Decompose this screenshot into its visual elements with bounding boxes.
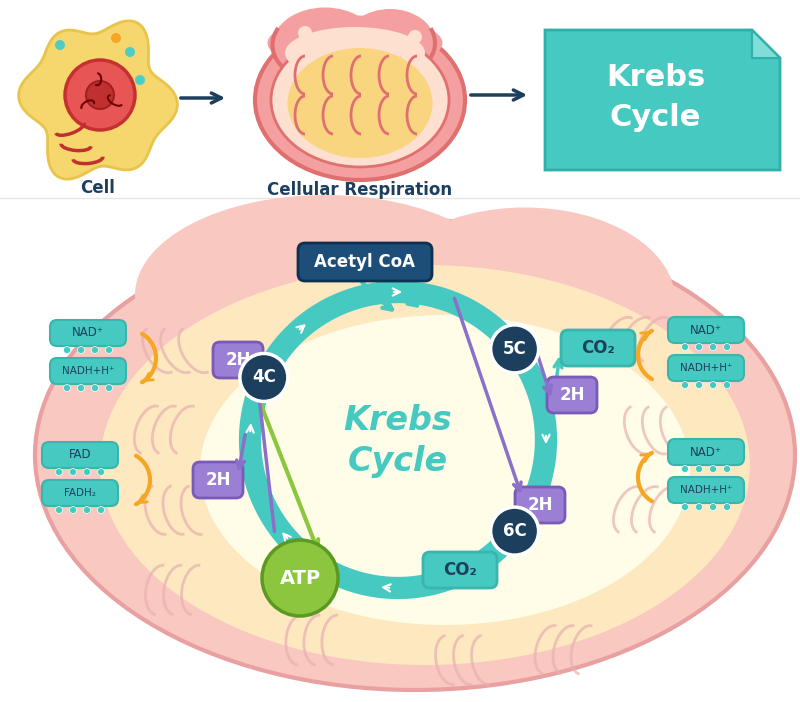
Circle shape (490, 507, 538, 555)
Text: ATP: ATP (279, 569, 321, 588)
Circle shape (106, 347, 113, 354)
Circle shape (55, 468, 62, 475)
Circle shape (65, 60, 135, 130)
Ellipse shape (35, 220, 795, 690)
Circle shape (723, 465, 730, 472)
Circle shape (98, 507, 105, 513)
Circle shape (723, 503, 730, 510)
Circle shape (83, 468, 90, 475)
Circle shape (710, 503, 717, 510)
Text: CO₂: CO₂ (443, 561, 477, 579)
Circle shape (78, 385, 85, 392)
Circle shape (70, 468, 77, 475)
Text: 5C: 5C (502, 340, 526, 358)
Text: NAD⁺: NAD⁺ (72, 326, 104, 340)
Text: NADH+H⁺: NADH+H⁺ (680, 363, 732, 373)
Ellipse shape (135, 195, 515, 395)
Circle shape (695, 343, 702, 350)
Circle shape (86, 81, 114, 109)
Polygon shape (18, 21, 178, 179)
Text: 6C: 6C (502, 522, 526, 540)
Text: NAD⁺: NAD⁺ (690, 446, 722, 458)
FancyBboxPatch shape (42, 442, 118, 468)
FancyBboxPatch shape (50, 320, 126, 346)
Text: 2H: 2H (226, 351, 250, 369)
Circle shape (70, 507, 77, 513)
Circle shape (695, 503, 702, 510)
Text: Cellular Respiration: Cellular Respiration (267, 181, 453, 199)
Circle shape (55, 40, 65, 50)
Text: FADH₂: FADH₂ (64, 488, 96, 498)
Ellipse shape (285, 27, 425, 79)
Circle shape (83, 507, 90, 513)
Text: NADH+H⁺: NADH+H⁺ (680, 485, 732, 495)
Polygon shape (752, 30, 780, 58)
Ellipse shape (287, 48, 433, 158)
Circle shape (55, 507, 62, 513)
Text: Cell: Cell (81, 179, 115, 197)
FancyBboxPatch shape (515, 487, 565, 523)
Circle shape (408, 30, 422, 44)
FancyBboxPatch shape (298, 243, 432, 281)
Ellipse shape (200, 315, 690, 625)
FancyBboxPatch shape (42, 480, 118, 506)
Text: 2H: 2H (527, 496, 553, 514)
FancyBboxPatch shape (213, 342, 263, 378)
Circle shape (298, 26, 312, 40)
FancyBboxPatch shape (668, 317, 744, 343)
Text: CO₂: CO₂ (581, 339, 615, 357)
Text: NAD⁺: NAD⁺ (690, 324, 722, 336)
Ellipse shape (271, 33, 449, 167)
Ellipse shape (345, 9, 435, 77)
Circle shape (63, 347, 70, 354)
Circle shape (91, 347, 98, 354)
Polygon shape (545, 30, 780, 170)
Text: 2H: 2H (206, 471, 230, 489)
FancyBboxPatch shape (423, 552, 497, 588)
Circle shape (695, 381, 702, 388)
Circle shape (135, 75, 145, 85)
Text: Krebs: Krebs (606, 63, 705, 93)
Circle shape (262, 540, 338, 616)
Ellipse shape (267, 15, 442, 70)
Circle shape (98, 468, 105, 475)
Circle shape (78, 347, 85, 354)
FancyBboxPatch shape (50, 358, 126, 384)
Ellipse shape (100, 265, 750, 665)
Text: NADH+H⁺: NADH+H⁺ (62, 366, 114, 376)
Circle shape (111, 33, 121, 43)
Circle shape (682, 381, 689, 388)
FancyBboxPatch shape (668, 355, 744, 381)
Text: 2H: 2H (559, 386, 585, 404)
Circle shape (723, 343, 730, 350)
FancyBboxPatch shape (668, 477, 744, 503)
Text: Cycle: Cycle (610, 103, 701, 133)
Circle shape (125, 47, 135, 57)
Text: Krebs: Krebs (344, 404, 452, 437)
Circle shape (710, 381, 717, 388)
Text: Acetyl CoA: Acetyl CoA (314, 253, 415, 271)
Ellipse shape (273, 8, 378, 83)
FancyBboxPatch shape (668, 439, 744, 465)
Circle shape (682, 343, 689, 350)
Text: Cycle: Cycle (348, 446, 448, 479)
Circle shape (240, 353, 288, 402)
Circle shape (91, 385, 98, 392)
FancyBboxPatch shape (547, 377, 597, 413)
Ellipse shape (255, 20, 465, 180)
Circle shape (710, 465, 717, 472)
Circle shape (695, 465, 702, 472)
Circle shape (490, 325, 538, 373)
Text: 4C: 4C (252, 369, 276, 387)
FancyBboxPatch shape (561, 330, 635, 366)
Ellipse shape (375, 208, 675, 392)
Circle shape (682, 503, 689, 510)
Circle shape (723, 381, 730, 388)
Text: FAD: FAD (69, 449, 91, 461)
Circle shape (106, 385, 113, 392)
FancyBboxPatch shape (193, 462, 243, 498)
Circle shape (710, 343, 717, 350)
Circle shape (682, 465, 689, 472)
Circle shape (63, 385, 70, 392)
